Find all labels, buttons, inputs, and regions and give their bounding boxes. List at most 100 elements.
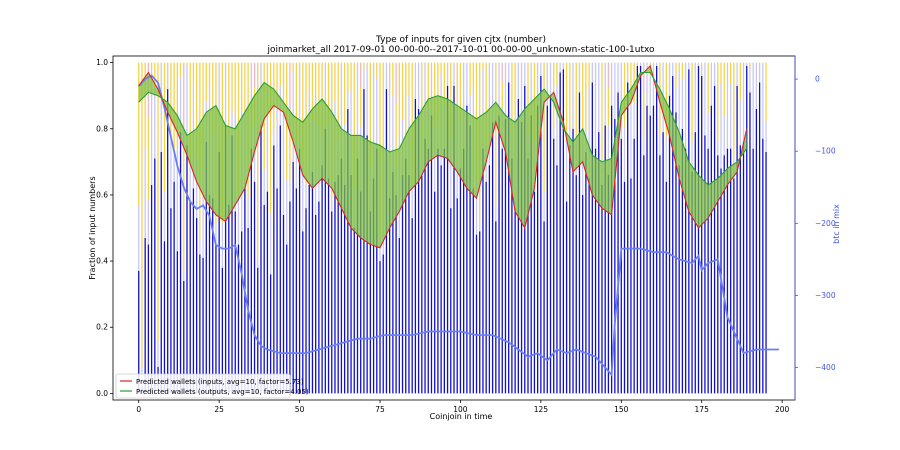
bar-blue-155 <box>636 65 639 394</box>
bar-yellow-15 <box>186 62 188 65</box>
bar-blue-173 <box>694 132 696 394</box>
bar-pink-14 <box>183 62 185 146</box>
bar-lavender-157 <box>643 140 645 156</box>
bar-blue-9 <box>167 89 169 394</box>
bar-yellow-169 <box>681 62 684 79</box>
bar-blue-124 <box>536 105 539 394</box>
bar-blue-47 <box>289 201 291 394</box>
bar-yellow-152 <box>627 62 629 73</box>
bar-blue-128 <box>549 95 552 394</box>
bar-yellow-8 <box>163 62 166 192</box>
legend: Predicted wallets (inputs, avg=10, facto… <box>115 373 309 399</box>
between-fill <box>138 65 747 248</box>
bar-yellow-14 <box>183 145 185 271</box>
bar-blue-69 <box>360 191 362 394</box>
bar-blue-192 <box>755 108 758 394</box>
bar-lavender-155 <box>636 62 639 66</box>
bar-blue-78 <box>389 198 391 394</box>
bar-lavender-122 <box>530 62 532 116</box>
bar-lavender-70 <box>363 69 365 90</box>
bar-lavender-127 <box>546 62 548 106</box>
bar-lavender-7 <box>160 62 162 152</box>
bar-blue-121 <box>527 158 529 394</box>
bar-blue-109 <box>488 165 491 394</box>
bar-yellow-10 <box>170 62 172 133</box>
bar-lavender-43 <box>276 102 278 189</box>
bar-blue-114 <box>504 118 507 394</box>
bar-lavender-148 <box>614 62 616 119</box>
bar-lavender-77 <box>385 62 388 90</box>
bar-blue-91 <box>430 115 433 394</box>
bar-blue-150 <box>620 138 622 394</box>
bar-blue-86 <box>414 99 417 394</box>
bar-lavender-86 <box>414 62 417 99</box>
bar-lavender-65 <box>347 93 349 109</box>
bar-lavender-96 <box>446 62 449 86</box>
bar-lavender-58 <box>324 62 326 129</box>
plot-area <box>138 62 779 394</box>
bar-blue-58 <box>324 128 326 394</box>
bar-lavender-98 <box>453 62 455 86</box>
legend-inputs-label: Predicted wallets (inputs, avg=10, facto… <box>136 378 304 386</box>
bar-yellow-76 <box>382 62 384 159</box>
bar-yellow-64 <box>343 62 346 125</box>
bar-lavender-131 <box>559 62 561 73</box>
bar-blue-136 <box>575 175 577 394</box>
bar-blue-183 <box>726 148 729 394</box>
bar-lavender-85 <box>411 182 413 219</box>
bar-yellow-116 <box>511 62 513 139</box>
y-tick-label-0.2: 0.2 <box>96 323 108 332</box>
bar-lavender-149 <box>617 62 619 93</box>
bar-blue-89 <box>424 138 426 394</box>
bar-blue-113 <box>501 148 503 394</box>
bar-blue-25 <box>218 151 220 394</box>
bar-yellow-190 <box>749 64 751 68</box>
bar-lavender-151 <box>623 126 626 182</box>
bar-lavender-16 <box>189 166 191 202</box>
bar-lavender-63 <box>340 62 343 159</box>
bar-blue-165 <box>668 95 671 394</box>
bar-blue-80 <box>395 194 397 394</box>
bar-yellow-121 <box>527 62 529 134</box>
bar-yellow-33 <box>244 62 246 113</box>
bar-blue-193 <box>758 82 761 394</box>
bar-pink-168 <box>678 62 680 66</box>
outputs-line <box>138 71 748 186</box>
bar-lavender-195 <box>765 121 767 152</box>
bar-lavender-167 <box>675 87 677 113</box>
bar-yellow-62 <box>337 62 339 140</box>
bar-lavender-156 <box>639 62 642 66</box>
bar-lavender-11 <box>173 151 175 182</box>
bar-yellow-95 <box>443 62 445 104</box>
bar-lavender-89 <box>424 62 426 139</box>
bar-yellow-117 <box>514 62 516 118</box>
bar-yellow-126 <box>543 62 545 192</box>
bar-blue-30 <box>234 211 236 394</box>
bar-lavender-51 <box>302 160 304 232</box>
bar-blue-31 <box>237 244 240 394</box>
bar-blue-120 <box>524 85 526 394</box>
bar-blue-73 <box>372 178 375 394</box>
bar-lavender-66 <box>350 89 352 176</box>
bar-lavender-141 <box>591 62 593 83</box>
bar-lavender-137 <box>578 62 581 93</box>
bar-blue-65 <box>347 108 349 394</box>
x-tick-label-200: 200 <box>775 405 790 414</box>
bar-yellow-0 <box>138 62 140 206</box>
bar-yellow-195 <box>765 62 767 122</box>
bar-blue-127 <box>546 105 548 394</box>
bar-blue-74 <box>376 148 378 394</box>
bar-blue-170 <box>684 148 687 394</box>
bar-blue-26 <box>221 267 224 394</box>
bar-yellow-61 <box>334 62 336 102</box>
bar-lavender-45 <box>282 104 285 215</box>
bar-yellow-59 <box>327 62 330 124</box>
bar-blue-61 <box>334 181 336 394</box>
bar-lavender-125 <box>540 62 542 76</box>
bar-yellow-13 <box>179 62 182 77</box>
bar-blue-103 <box>469 125 471 394</box>
bar-lavender-20 <box>202 172 204 258</box>
bar-blue-68 <box>356 158 359 394</box>
bar-lavender-128 <box>549 62 552 96</box>
bar-yellow-84 <box>408 62 410 95</box>
